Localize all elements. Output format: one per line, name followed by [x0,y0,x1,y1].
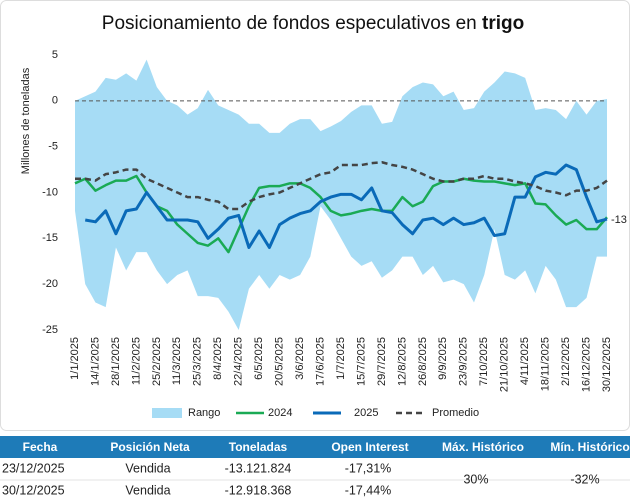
x-tick-label: 6/5/2025 [253,337,265,380]
y-tick-label: -15 [42,232,58,244]
legend-label: 2025 [354,407,378,419]
y-tick-label: -20 [42,278,58,290]
x-tick-label: 1/1/2025 [69,337,81,380]
x-tick-label: 8/4/2025 [212,337,224,380]
legend-swatch [152,408,182,418]
y-tick-label: -5 [48,141,58,153]
table-cell: Vendida [125,483,170,497]
x-tick-label: 28/1/2025 [110,337,122,386]
x-tick-label: 30/12/2025 [601,337,613,392]
y-tick-label: 5 [52,49,58,61]
series-line [74,174,608,254]
plot: -25 -20 -15 -10 -5 0 5 1/1/2025 14/1/2025 28/1/20… [42,49,627,419]
x-tick-label: 23/9/2025 [458,337,470,386]
table-cell: 30/12/2025 [2,483,65,497]
x-tick-label: 14/1/2025 [89,337,101,386]
table-cell: 30% [463,472,488,486]
x-tick-label: 11/3/2025 [171,337,183,385]
x-tick-label: 22/4/2025 [233,337,245,386]
x-tick-label: 11/2/2025 [130,337,142,385]
x-tick-label: 25/2/2025 [151,337,163,386]
x-tick-label: 1/7/2025 [335,337,347,380]
x-tick-label: 12/8/2025 [396,337,408,386]
x-tick-label: 29/7/2025 [376,337,388,386]
table-cell: Vendida [125,461,170,475]
table-header: Toneladas [229,440,288,454]
data-label: -13 [611,214,627,226]
y-tick-label: -10 [42,186,58,198]
x-tick-label: 16/12/2025 [580,337,592,392]
x-tick-label: 21/10/2025 [499,337,511,392]
table-header: Posición Neta [110,440,190,454]
table-header: Open Interest [331,440,408,454]
legend-label: Rango [188,407,220,419]
chart-title: Posicionamiento de fondos especulativos … [102,13,524,34]
table-cell: -32% [570,472,599,486]
y-tick-label: -25 [42,324,58,336]
x-tick-label: 26/8/2025 [417,337,429,386]
x-tick-label: 17/6/2025 [314,337,326,386]
y-tick-label: 0 [52,95,58,107]
x-tick-label: 15/7/2025 [355,337,367,386]
table-cell: -12.918.368 [225,483,292,497]
x-tick-label: 20/5/2025 [274,337,286,386]
table-header: Mín. Histórico [550,440,629,454]
table-cell: -17,44% [345,483,392,497]
table-cell: 23/12/2025 [2,461,65,475]
title-text: Posicionamiento de fondos especulativos … [102,13,477,34]
legend-label: Promedio [432,407,479,419]
table-cell: -13.121.824 [225,461,292,475]
table-cell: -17,31% [345,461,392,475]
legend-label: 2024 [268,407,292,419]
table: Fecha Posición Neta Toneladas Open Interest… [0,436,630,497]
x-tick-label: 7/10/2025 [478,337,490,386]
y-axis-title: Millones de toneladas [20,67,32,174]
series-line [84,163,608,249]
x-tick-label: 18/11/2025 [540,337,552,391]
table-header-bg [0,436,630,458]
x-tick-label: 3/6/2025 [294,337,306,380]
table-header: Máx. Histórico [442,440,524,454]
x-tick-label: 25/3/2025 [192,337,204,386]
x-tick-label: 9/9/2025 [437,337,449,380]
x-tick-label: 2/12/2025 [560,337,572,386]
x-tick-label: 4/11/2025 [519,337,531,385]
series-line [75,161,608,211]
table-header: Fecha [23,440,58,454]
title-bold: trigo [482,13,524,34]
